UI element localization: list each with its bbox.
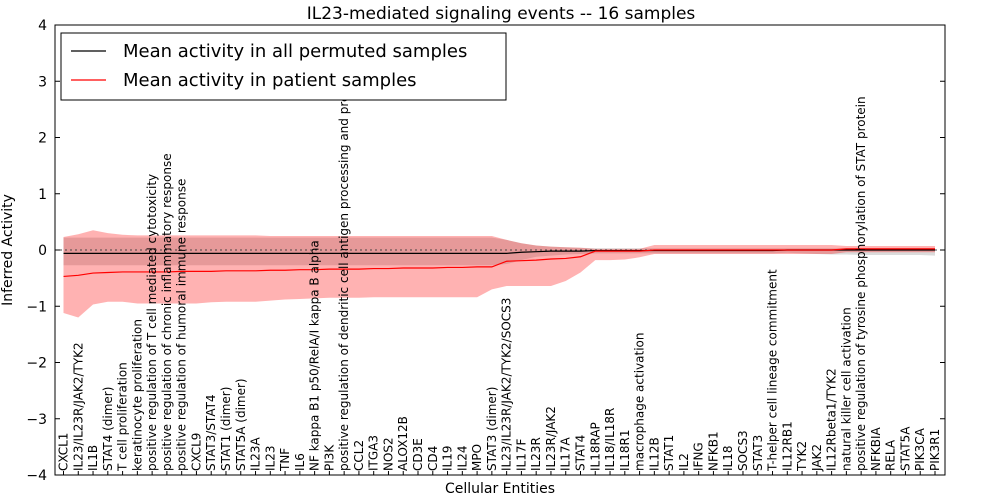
entity-label: IFNG bbox=[692, 442, 706, 471]
entity-label: IL12B bbox=[647, 437, 661, 471]
entity-label: RELA bbox=[884, 439, 898, 471]
entity-label: IL17F bbox=[514, 439, 528, 471]
entity-label: T cell proliferation bbox=[116, 362, 130, 472]
entity-label: STAT4 (dimer) bbox=[101, 387, 115, 471]
y-tick-label: −2 bbox=[26, 356, 47, 372]
entity-label: IL18R1 bbox=[618, 430, 632, 471]
patient-activity-band bbox=[63, 230, 935, 318]
y-tick-label: 1 bbox=[38, 187, 47, 203]
y-axis-ticks: −4 −3 −2 −1 0 1 2 3 4 bbox=[26, 18, 945, 484]
entity-label: STAT3 (dimer) bbox=[485, 387, 499, 471]
entity-label: CCL2 bbox=[352, 440, 366, 471]
entity-label: keratinocyte proliferation bbox=[130, 319, 144, 471]
entity-label: IL19 bbox=[441, 446, 455, 472]
legend-box bbox=[60, 32, 507, 101]
entity-label: PIK3R1 bbox=[928, 429, 942, 471]
entity-label: natural killer cell activation bbox=[839, 307, 853, 471]
entity-label: CD3E bbox=[411, 438, 425, 471]
entity-label: STAT1 (dimer) bbox=[219, 387, 233, 471]
permuted-activity-band bbox=[63, 237, 935, 266]
entity-label: ALOX12B bbox=[396, 416, 410, 471]
entity-label: CXCL9 bbox=[189, 433, 203, 471]
legend-label-patient: Mean activity in patient samples bbox=[123, 70, 417, 91]
x-axis-label: Cellular Entities bbox=[445, 481, 555, 497]
entity-label: positive regulation of chronic inflammat… bbox=[160, 153, 174, 471]
entity-label: positive regulation of dendritic cell an… bbox=[337, 38, 351, 471]
entity-label: ITGA3 bbox=[367, 435, 381, 471]
entity-label: STAT4 bbox=[573, 435, 587, 471]
entity-label: positive regulation of tyrosine phosphor… bbox=[854, 96, 868, 471]
entity-label: IL23 bbox=[263, 446, 277, 472]
entity-label: positive regulation of T cell mediated c… bbox=[145, 174, 159, 471]
entity-label: CD4 bbox=[426, 446, 440, 471]
entity-label: PIK3CA bbox=[913, 427, 927, 471]
entity-label: STAT5A (dimer) bbox=[234, 378, 248, 471]
y-tick-label: −3 bbox=[26, 412, 47, 428]
entity-label: STAT1 bbox=[662, 435, 676, 471]
entity-label: TYK2 bbox=[795, 441, 809, 472]
entity-label: IL12Rbeta1/TYK2 bbox=[825, 368, 839, 471]
y-tick-label: 4 bbox=[38, 18, 47, 34]
legend-label-permuted: Mean activity in all permuted samples bbox=[123, 41, 467, 62]
entity-label: STAT5A bbox=[898, 426, 912, 471]
entity-label: T-helper cell lineage commitment bbox=[766, 269, 780, 472]
entity-labels: CXCL1 IL23/IL23R/JAK2/TYK2 IL1B STAT4 (dime… bbox=[57, 38, 942, 475]
entity-label: CXCL1 bbox=[57, 433, 71, 471]
entity-label: STAT3 bbox=[751, 435, 765, 471]
y-axis-label: Inferred Activity bbox=[0, 194, 16, 306]
legend: Mean activity in all permuted samples Me… bbox=[60, 32, 507, 101]
entity-label: IL12RB1 bbox=[780, 421, 794, 471]
entity-label: IL24 bbox=[455, 446, 469, 472]
entity-label: IL17A bbox=[559, 437, 573, 471]
y-tick-label: −4 bbox=[26, 468, 47, 484]
entity-label: STAT3/STAT4 bbox=[204, 394, 218, 471]
entity-label: TNF bbox=[278, 448, 292, 472]
y-tick-label: 0 bbox=[38, 243, 47, 259]
entity-label: SOCS3 bbox=[736, 430, 750, 471]
activity-bands bbox=[63, 230, 935, 318]
entity-label: NFKBIA bbox=[869, 426, 883, 471]
y-tick-label: 3 bbox=[38, 74, 47, 90]
entity-label: macrophage activation bbox=[633, 333, 647, 471]
entity-label: PI3K bbox=[322, 444, 336, 471]
entity-label: NFKB1 bbox=[706, 431, 720, 471]
entity-label: IL6 bbox=[293, 453, 307, 471]
entity-label: IL18/IL18R bbox=[603, 408, 617, 471]
patient-mean-line bbox=[63, 248, 935, 278]
entity-label: IL23R bbox=[529, 437, 543, 471]
entity-label: IL23/IL23R/JAK2/TYK2 bbox=[71, 342, 85, 471]
chart-title: IL23-mediated signaling events -- 16 sam… bbox=[307, 4, 696, 24]
y-tick-label: 2 bbox=[38, 131, 47, 147]
entity-label: IL2 bbox=[677, 453, 691, 471]
entity-label: NF kappa B1 p50/RelA/I kappa B alpha bbox=[308, 240, 322, 471]
entity-label: IL23/IL23R/JAK2/TYK2/SOCS3 bbox=[500, 298, 514, 471]
y-tick-label: −1 bbox=[26, 299, 47, 315]
entity-label: MPO bbox=[470, 444, 484, 471]
entity-label: IL18 bbox=[721, 446, 735, 472]
entity-label: IL18RAP bbox=[588, 422, 602, 471]
entity-label: JAK2 bbox=[810, 444, 824, 472]
series-lines bbox=[63, 248, 935, 278]
entity-label: IL23R/JAK2 bbox=[544, 406, 558, 471]
entity-label: NOS2 bbox=[381, 437, 395, 471]
entity-label: IL1B bbox=[86, 445, 100, 471]
entity-label: positive regulation of humoral immune re… bbox=[175, 179, 189, 471]
entity-label: IL23A bbox=[249, 437, 263, 471]
